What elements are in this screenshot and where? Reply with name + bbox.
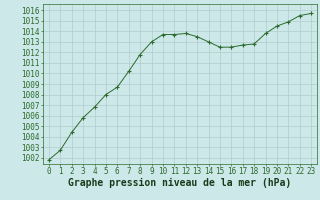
X-axis label: Graphe pression niveau de la mer (hPa): Graphe pression niveau de la mer (hPa) (68, 178, 292, 188)
